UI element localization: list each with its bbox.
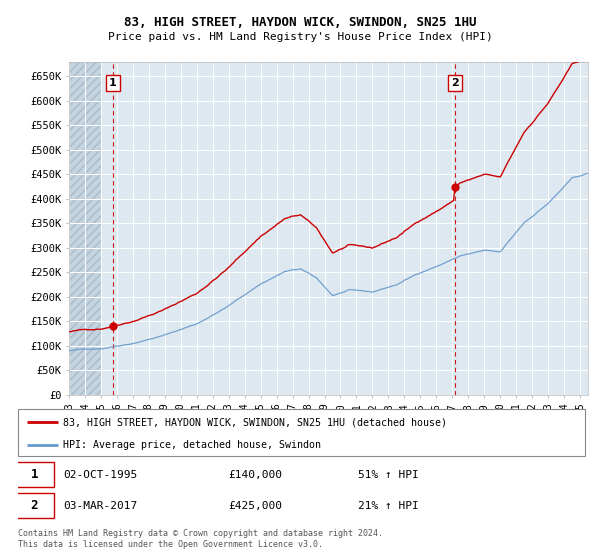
Bar [69, 62, 101, 395]
Text: 51% ↑ HPI: 51% ↑ HPI [358, 470, 419, 480]
Text: 83, HIGH STREET, HAYDON WICK, SWINDON, SN25 1HU: 83, HIGH STREET, HAYDON WICK, SWINDON, S… [124, 16, 476, 29]
Text: 2: 2 [31, 499, 38, 512]
Text: 83, HIGH STREET, HAYDON WICK, SWINDON, SN25 1HU (detached house): 83, HIGH STREET, HAYDON WICK, SWINDON, S… [64, 417, 448, 427]
Text: 03-MAR-2017: 03-MAR-2017 [64, 501, 137, 511]
Text: Price paid vs. HM Land Registry's House Price Index (HPI): Price paid vs. HM Land Registry's House … [107, 32, 493, 43]
FancyBboxPatch shape [15, 463, 54, 487]
Text: 02-OCT-1995: 02-OCT-1995 [64, 470, 137, 480]
FancyBboxPatch shape [18, 409, 585, 456]
Text: £425,000: £425,000 [228, 501, 282, 511]
FancyBboxPatch shape [15, 493, 54, 518]
Text: 1: 1 [31, 468, 38, 481]
Text: 2: 2 [451, 78, 459, 88]
Text: 21% ↑ HPI: 21% ↑ HPI [358, 501, 419, 511]
Text: £140,000: £140,000 [228, 470, 282, 480]
Text: Contains HM Land Registry data © Crown copyright and database right 2024.
This d: Contains HM Land Registry data © Crown c… [18, 529, 383, 549]
Text: 1: 1 [109, 78, 117, 88]
Text: HPI: Average price, detached house, Swindon: HPI: Average price, detached house, Swin… [64, 440, 322, 450]
